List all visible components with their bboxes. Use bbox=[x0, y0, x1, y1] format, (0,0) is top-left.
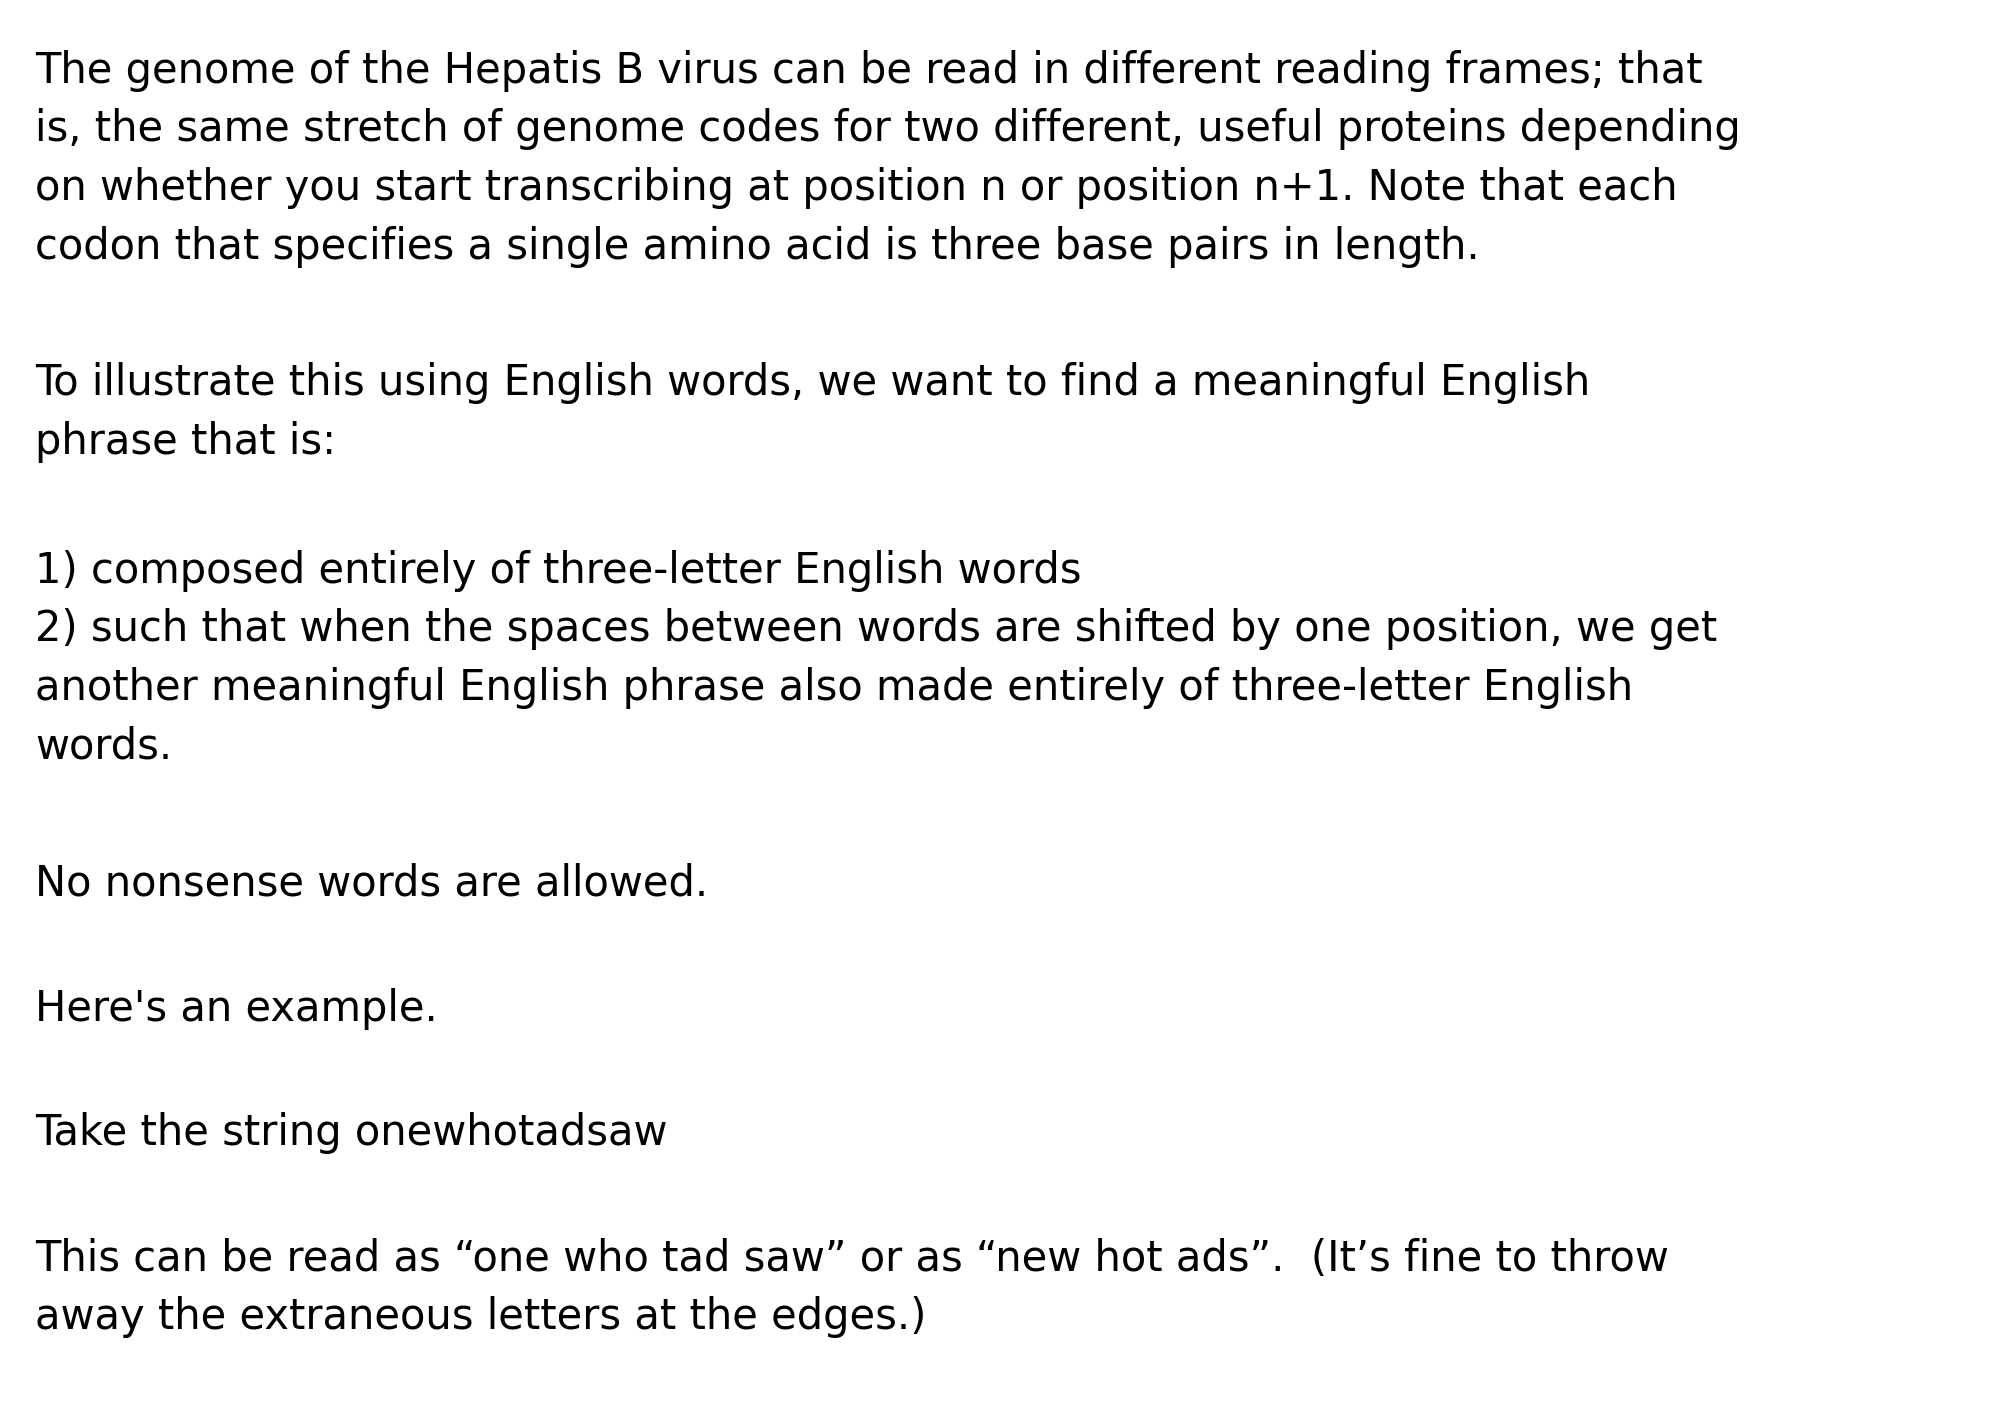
Text: No nonsense words are allowed.: No nonsense words are allowed. bbox=[36, 862, 708, 905]
Text: Here's an example.: Here's an example. bbox=[36, 987, 438, 1029]
Text: This can be read as “one who tad saw” or as “new hot ads”.  (It’s fine to throw
: This can be read as “one who tad saw” or… bbox=[36, 1238, 1668, 1338]
Text: 1) composed entirely of three-letter English words
2) such that when the spaces : 1) composed entirely of three-letter Eng… bbox=[36, 549, 1718, 767]
Text: Take the string onewhotadsaw: Take the string onewhotadsaw bbox=[36, 1113, 668, 1154]
Text: To illustrate this using English words, we want to find a meaningful English
phr: To illustrate this using English words, … bbox=[36, 362, 1590, 463]
Text: The genome of the Hepatis B virus can be read in different reading frames; that
: The genome of the Hepatis B virus can be… bbox=[36, 50, 1740, 268]
